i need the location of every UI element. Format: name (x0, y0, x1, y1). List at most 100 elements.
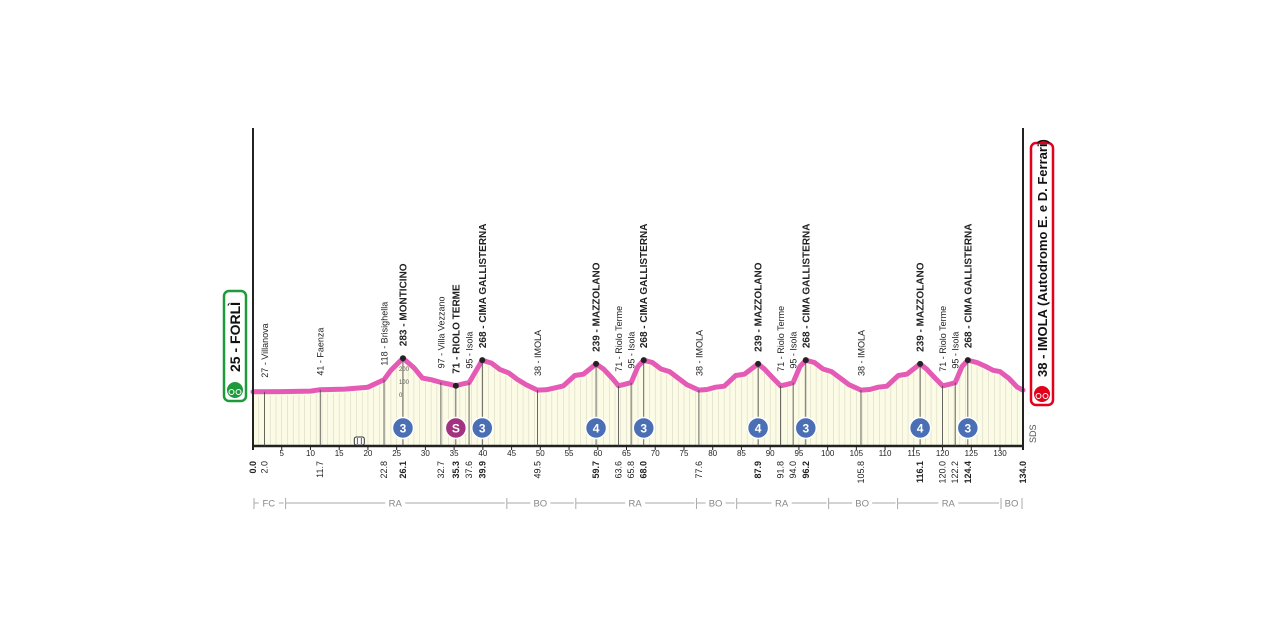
climb-category-marker (584, 416, 608, 440)
province-label: RA (389, 499, 403, 510)
climb-category-label: 3 (802, 422, 809, 436)
km-label: 59.7 (591, 461, 601, 479)
axes-layer: 200 100 0 (252, 128, 1024, 450)
km-label: 134.0 (1018, 461, 1028, 484)
summit-dot (593, 360, 600, 367)
province-label: BO (533, 499, 547, 510)
x-tick-label: 120 (936, 449, 950, 458)
x-tick-label: 10 (306, 449, 315, 458)
x-tick-label: 20 (363, 449, 372, 458)
point-label: 283 - MONTICINO (398, 263, 409, 346)
km-label: 26.1 (398, 461, 408, 479)
x-tick-label: 110 (879, 449, 892, 458)
province-label: RA (942, 499, 956, 510)
climb-category-marker (391, 416, 415, 440)
point-label: 95 - Isola (951, 332, 961, 369)
province-label-bg (1001, 497, 1022, 508)
x-tick-label: 75 (680, 449, 689, 458)
point-label: 38 - IMOLA (856, 330, 866, 376)
km-label: 96.2 (801, 461, 811, 479)
climb-category-label: 3 (400, 422, 407, 436)
x-tick-label: 100 (821, 449, 835, 458)
climb-category-marker (956, 416, 980, 440)
x-tick-label: 40 (478, 449, 487, 458)
climb-category-marker (746, 416, 770, 440)
km-label: 32.7 (436, 461, 446, 479)
x-tick-label: 5 (280, 449, 285, 458)
climb-category-label: 4 (917, 422, 924, 436)
point-label: 268 - CIMA GALLISTERNA (478, 224, 489, 349)
x-tick-label: 70 (651, 449, 660, 458)
finish-label: 38 - IMOLA (Autodromo E. e D. Ferrari) (1035, 139, 1050, 377)
x-tick-label: 105 (850, 449, 864, 458)
summit-dot (479, 357, 486, 364)
point-label: 27 - Villanova (260, 323, 270, 377)
point-label: 38 - IMOLA (694, 330, 704, 376)
km-label: 39.9 (477, 461, 487, 479)
km-label: 11.7 (315, 461, 325, 478)
provinces-layer: FC RA BO RA BO RA BO RA BO (253, 497, 1023, 510)
point-label: 268 - CIMA GALLISTERNA (963, 224, 974, 349)
point-label: 71 - Riolo Terme (614, 306, 624, 372)
km-label: 94.0 (788, 461, 798, 479)
province-label-bg (258, 497, 279, 508)
x-tick-label: 45 (507, 449, 516, 458)
province-label-bg (938, 497, 959, 508)
province-label-bg (385, 497, 406, 508)
km-label: 124.4 (963, 461, 973, 484)
point-label: 41 - Faenza (316, 328, 326, 376)
point-label: 71 - Riolo Terme (938, 306, 948, 372)
province-label: BO (1005, 499, 1019, 510)
x-tick-label: 15 (335, 449, 344, 458)
province-label-bg (625, 497, 646, 508)
climb-category-marker (471, 416, 494, 440)
x-tick-label: 60 (593, 449, 602, 458)
climb-category-label: 3 (640, 422, 647, 436)
point-label: 97 - Villa Vezzano (436, 296, 446, 368)
province-label: RA (629, 499, 643, 510)
summit-dot (802, 357, 809, 364)
x-tick-label: 65 (622, 449, 631, 458)
point-label: 38 - IMOLA (533, 330, 543, 376)
km-label: 116.1 (915, 461, 925, 483)
province-label-bg (852, 497, 873, 508)
climb-category-label: 3 (964, 422, 971, 436)
finish-icon-wheel (1042, 393, 1049, 399)
province-label: BO (709, 499, 723, 510)
point-label: 239 - MAZZOLANO (754, 262, 765, 352)
finish-icon-wheel (1035, 393, 1042, 399)
point-label: 239 - MAZZOLANO (592, 262, 603, 352)
summit-dot (399, 355, 406, 362)
province-label: BO (855, 499, 869, 510)
x-tick-label: 85 (737, 449, 746, 458)
start-icon-wheel (228, 389, 235, 395)
elevation-scale-label: 100 (399, 380, 410, 386)
province-label-bg (705, 497, 726, 508)
summit-dot (640, 357, 647, 364)
start-label: 25 - FORLÌ (227, 302, 243, 372)
x-tick-label: 90 (766, 449, 775, 458)
point-label: 95 - Isola (465, 332, 475, 369)
km-label: 2.0 (259, 461, 269, 474)
km-label: 77.6 (694, 461, 704, 479)
point-label: 95 - Isola (789, 332, 799, 369)
x-tick-label: 130 (993, 449, 1007, 458)
point-label: 268 - CIMA GALLISTERNA (639, 224, 650, 349)
elevation-scale-label: 0 (399, 393, 403, 399)
point-label: 71 - Riolo Terme (776, 306, 786, 372)
km-label: 0.0 (248, 461, 258, 474)
x-tick-label: 50 (536, 449, 545, 458)
province-label-bg (771, 497, 792, 508)
climb-category-marker (632, 416, 655, 440)
climb-category-label: 4 (755, 422, 762, 436)
x-ticks-layer: 5 10 15 20 25 30 35 40 45 50 55 60 65 70 75 80 85 90 95 100… (248, 446, 1028, 484)
climb-category-label: 4 (593, 422, 600, 436)
km-label: 105.8 (856, 461, 866, 484)
climb-category-label: 3 (479, 422, 486, 436)
km-label: 87.9 (753, 461, 763, 479)
province-label-bg (530, 497, 551, 508)
start-finish-layer: 25 - FORLÌ 38 - IMOLA (Autodromo E. e D. … (222, 139, 1055, 443)
climb-markers-layer: 3 S 3 4 3 4 3 4 3 (353, 416, 980, 446)
km-label: 120.0 (938, 461, 948, 484)
